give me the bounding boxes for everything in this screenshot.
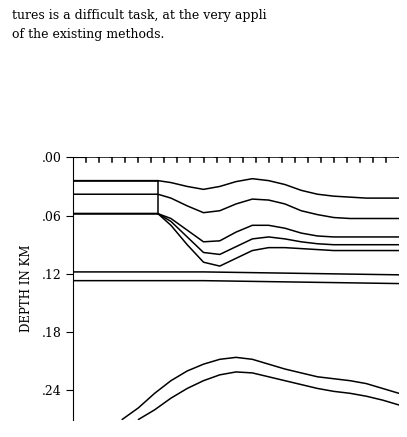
Text: of the existing methods.: of the existing methods. (12, 28, 164, 42)
Text: tures is a difficult task, at the very appli: tures is a difficult task, at the very a… (12, 9, 267, 22)
Y-axis label: DEPTH IN KM: DEPTH IN KM (20, 245, 33, 332)
